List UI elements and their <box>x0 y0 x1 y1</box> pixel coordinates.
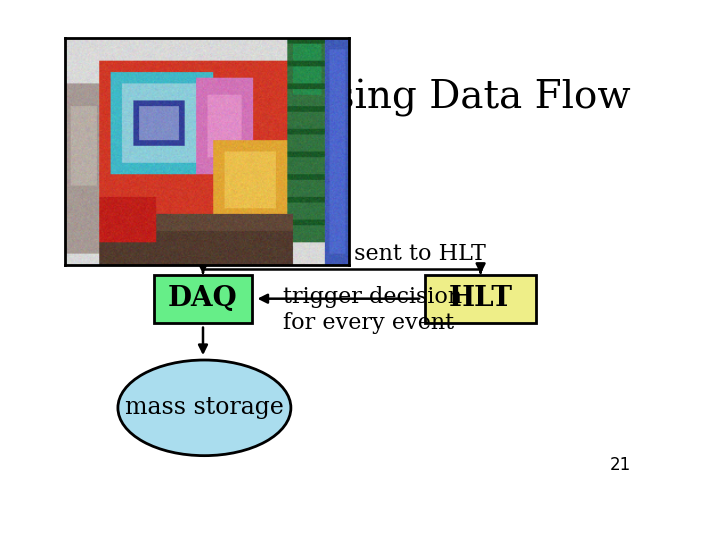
Text: 21: 21 <box>610 456 631 474</box>
Text: HLT: HLT <box>449 285 513 312</box>
Text: HLT Processing Data Flow: HLT Processing Data Flow <box>107 79 631 117</box>
Text: copy sent to HLT: copy sent to HLT <box>294 243 485 265</box>
Text: raw data: raw data <box>140 243 240 265</box>
FancyBboxPatch shape <box>425 275 536 322</box>
Text: DAQ: DAQ <box>168 285 238 312</box>
Ellipse shape <box>118 360 291 456</box>
Text: trigger decision
for every event: trigger decision for every event <box>282 286 462 334</box>
Text: mass storage: mass storage <box>125 396 284 420</box>
FancyBboxPatch shape <box>154 275 252 322</box>
